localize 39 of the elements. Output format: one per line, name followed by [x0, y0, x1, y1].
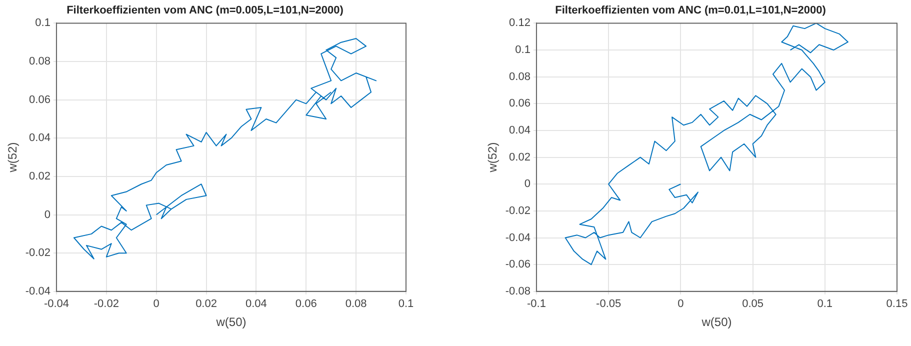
- y-tick-label: 0: [524, 178, 530, 190]
- y-tick-label: 0.12: [509, 17, 530, 30]
- x-tick-label: 0: [153, 298, 160, 310]
- x-tick-label: -0.04: [44, 298, 70, 310]
- y-tick-label: 0.08: [29, 56, 50, 68]
- y-axis-title: w(52): [6, 142, 20, 174]
- y-tick-label: 0.02: [29, 170, 50, 182]
- y-tick-label: -0.08: [505, 285, 530, 298]
- x-tick-label: -0.02: [94, 298, 119, 310]
- y-tick-label: -0.02: [25, 247, 50, 260]
- chart-title: Filterkoeffizienten vom ANC (m=0.005,L=101,N=2000): [66, 4, 344, 17]
- y-tick-label: -0.06: [505, 258, 530, 271]
- x-axis-title: w(50): [700, 315, 732, 330]
- y-tick-label: -0.04: [25, 285, 50, 298]
- y-tick-label: 0.1: [515, 44, 530, 56]
- y-tick-label: -0.02: [505, 204, 530, 217]
- y-tick-label: 0.04: [509, 124, 530, 137]
- y-axis-title: w(52): [486, 142, 500, 174]
- x-tick-label: 0.02: [196, 298, 217, 310]
- y-tick-label: 0.04: [29, 132, 50, 144]
- x-tick-label: 0.1: [817, 298, 833, 310]
- y-tick-label: -0.04: [505, 232, 530, 244]
- x-tick-label: 0.04: [245, 298, 267, 310]
- x-tick-label: 0: [678, 298, 684, 310]
- x-tick-label: 0.08: [345, 298, 367, 310]
- y-tick-label: 0.1: [35, 17, 50, 30]
- x-tick-label: 0.1: [398, 298, 414, 310]
- y-tick-label: 0.02: [509, 151, 530, 164]
- x-tick-label: 0.15: [886, 298, 908, 310]
- x-axis-title: w(50): [215, 315, 246, 330]
- x-tick-label: -0.05: [596, 298, 622, 310]
- x-tick-label: 0.05: [742, 298, 764, 310]
- x-tick-label: 0.06: [295, 298, 317, 310]
- chart-title: Filterkoeffizienten vom ANC (m=0.01,L=101,N=2000): [555, 4, 826, 17]
- y-tick-label: 0.08: [509, 70, 530, 83]
- y-tick-label: 0.06: [509, 98, 530, 110]
- y-tick-label: 0: [44, 208, 50, 221]
- x-tick-label: -0.1: [526, 298, 546, 310]
- y-tick-label: 0.06: [29, 94, 50, 106]
